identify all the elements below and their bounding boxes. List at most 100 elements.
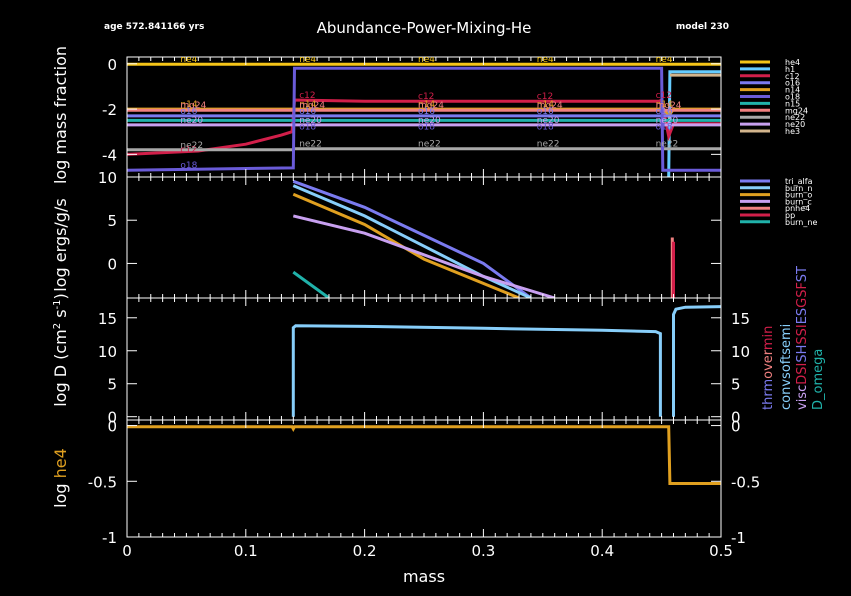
inline-label-o16: o16 <box>418 107 435 117</box>
inline-label-mg24: mg24 <box>537 101 563 111</box>
series-line-conv <box>672 305 721 417</box>
y-tick-label-right: -1 <box>731 529 746 547</box>
y-label-power: log ergs/g/s <box>51 198 70 291</box>
inline-label-o18: o18 <box>537 123 554 133</box>
inline-label-c12: c12 <box>180 145 196 155</box>
y-tick-label: -4 <box>102 146 117 164</box>
inline-label-o18: o18 <box>180 161 197 171</box>
mixing-legend-semi: semi <box>779 324 794 355</box>
series-line-he4 <box>127 425 721 485</box>
inline-label-c12: c12 <box>299 91 315 101</box>
mixing-legend-text: thrmovermin <box>761 326 776 410</box>
mixing-legend-text: D_omega <box>811 349 826 410</box>
inline-label-ne20: ne20 <box>299 116 322 126</box>
legend-label-h1: h1 <box>785 65 795 74</box>
y-tick-label-right: 0 <box>731 418 741 436</box>
legend-label-n14: n14 <box>785 86 800 95</box>
mixing-legend-visc: visc <box>795 385 810 410</box>
mixing-legend-SH: SH <box>795 345 810 363</box>
series-line-o18 <box>127 66 721 172</box>
inline-label-o18: o18 <box>418 123 435 133</box>
mixing-legend-over: over <box>761 349 776 379</box>
y-tick-label-right: 15 <box>731 310 750 328</box>
legend-label-pnhe4: pnhe4 <box>785 204 810 213</box>
y-tick-label-right: 10 <box>731 343 750 361</box>
legend-label-n15: n15 <box>785 99 800 108</box>
inline-label-n14: n14 <box>537 100 554 110</box>
chart-title: Abundance-Power-Mixing-He <box>317 19 532 37</box>
y-tick-label: 5 <box>107 376 117 394</box>
y-tick-label: 0 <box>107 255 117 273</box>
mixing-legend-ST: ST <box>795 266 810 282</box>
inline-label-o18: o18 <box>299 123 316 133</box>
inline-label-ne20: ne20 <box>656 116 679 126</box>
legend-label-c12: c12 <box>785 72 800 81</box>
y-tick-label: 15 <box>98 310 117 328</box>
inline-label-o16: o16 <box>180 107 197 117</box>
x-tick-label: 0.4 <box>590 542 614 560</box>
x-tick-label: 0.2 <box>353 542 377 560</box>
inline-label-mg24: mg24 <box>418 101 444 111</box>
series-line-burn_o <box>292 192 520 298</box>
y-tick-label: 5 <box>107 212 117 230</box>
legend-label-o18: o18 <box>785 93 800 102</box>
legend-label-he4: he4 <box>785 58 800 67</box>
y-tick-label: -0.5 <box>88 473 117 491</box>
inline-label-n14: n14 <box>656 100 673 110</box>
series-line-burn_c <box>292 214 556 298</box>
y-tick-label: -1 <box>102 529 117 547</box>
legend-label-he3: he3 <box>785 127 800 136</box>
inline-label-n14: n14 <box>418 100 435 110</box>
mixing-legend-soft: soft <box>779 355 794 379</box>
inline-label-c12: c12 <box>537 92 553 102</box>
legend-label-burn_n: burn_n <box>785 184 812 193</box>
mixing-legend-D_omega: D_omega <box>811 349 826 410</box>
model-label: model 230 <box>676 22 729 32</box>
mixing-legend-ES: ES <box>795 308 810 324</box>
y-tick-label-right: -0.5 <box>731 473 760 491</box>
inline-label-mg24: mg24 <box>656 101 682 111</box>
x-tick-label: 0.5 <box>709 542 733 560</box>
mixing-legend-SSI: SSI <box>795 324 810 344</box>
inline-label-o16: o16 <box>656 107 673 117</box>
mixing-legend-text: viscDSISHSSIESGSFST <box>795 266 810 410</box>
y-tick-label: 10 <box>98 343 117 361</box>
inline-label-mg24: mg24 <box>180 101 206 111</box>
x-axis-label: mass <box>403 567 445 586</box>
inline-label-mg24: mg24 <box>299 101 325 111</box>
y-label-abundance: log mass fraction <box>51 46 70 184</box>
series-line-conv <box>291 324 662 417</box>
mixing-legend-thrm: thrm <box>761 379 776 410</box>
abundance-panel: 0-2-4he4h1c12o16n14o18n15mg24ne22ne20he3… <box>102 55 808 178</box>
series-line-tri_alfa <box>292 179 532 298</box>
legend-label-tri_alfa: tri_alfa <box>785 177 813 186</box>
x-tick-label: 0.1 <box>234 542 258 560</box>
mixing-legend-GSF: GSF <box>795 282 810 308</box>
legend-label-mg24: mg24 <box>785 106 808 115</box>
inline-label-he4: he4 <box>656 55 673 65</box>
inline-label-n14: n14 <box>180 100 197 110</box>
inline-label-o16: o16 <box>537 107 554 117</box>
y-label-he4: log he4 <box>51 448 70 508</box>
y-tick-label-right: 0 <box>731 409 741 427</box>
y-tick-label: 0 <box>107 418 117 436</box>
inline-label-ne22: ne22 <box>537 140 560 150</box>
series-line-c12 <box>127 97 721 156</box>
legend-label-pp: pp <box>785 211 795 220</box>
y-tick-label: 10 <box>98 169 117 187</box>
legend-label-burn_c: burn_c <box>785 197 812 206</box>
legend-label-burn_o: burn_o <box>785 191 812 200</box>
mixing-legend-min: min <box>761 326 776 351</box>
y-tick-label: 0 <box>107 56 117 74</box>
x-tick-label: 0 <box>122 542 132 560</box>
mixing-legend-conv: conv <box>779 379 794 410</box>
legend-label-burn_ne: burn_ne <box>785 218 817 227</box>
mixing-legend-DSI: DSI <box>795 363 810 385</box>
inline-label-ne22: ne22 <box>656 140 679 150</box>
age-label: age 572.841166 yrs <box>104 22 204 32</box>
inline-label-ne20: ne20 <box>180 116 203 126</box>
series-line-burn_ne <box>292 270 330 298</box>
inline-label-ne22: ne22 <box>418 140 441 150</box>
